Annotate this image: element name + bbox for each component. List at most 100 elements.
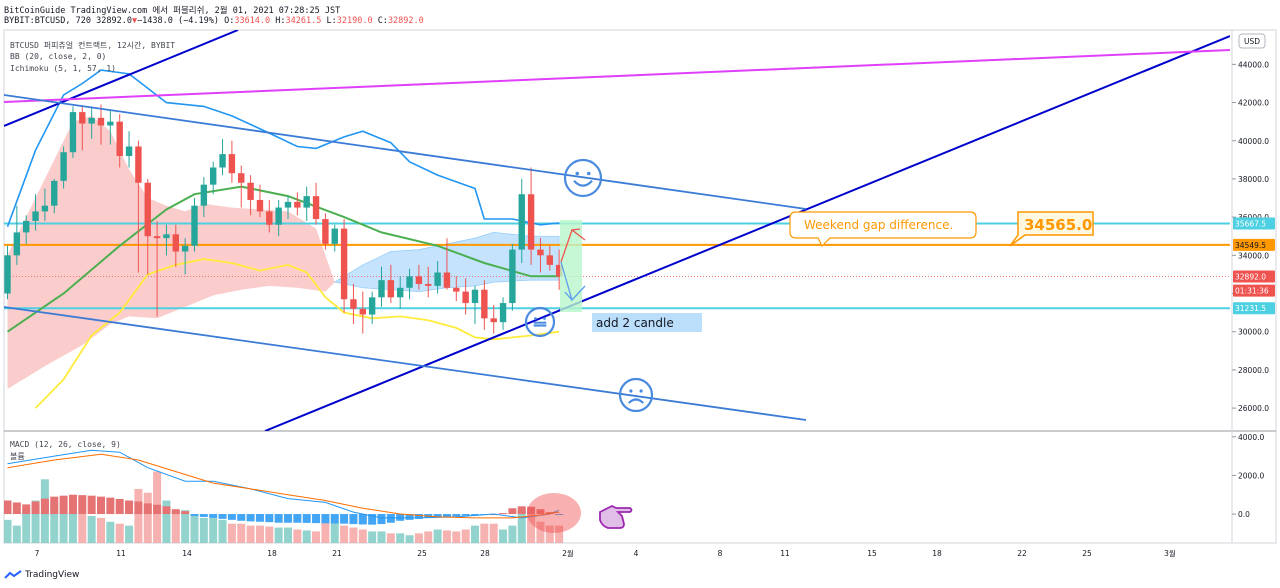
candle [471, 285, 479, 325]
tradingview-logo[interactable]: TradingView [4, 570, 79, 580]
ohlc-open-key: O: [224, 16, 235, 26]
macd-histogram-bar [433, 514, 442, 518]
volume-bar [508, 525, 517, 543]
macd-histogram-bar [517, 506, 526, 515]
candle [340, 219, 348, 313]
price-tick-label: 40000.0 [1238, 137, 1269, 146]
macd-histogram-bar [237, 514, 246, 521]
ohlc-low: 32190.0 [336, 16, 373, 26]
candle-body [312, 196, 320, 220]
ohlc-close-key: C: [377, 16, 388, 26]
candle [294, 192, 301, 216]
volume-bar [255, 525, 264, 543]
smiley-happy-icon-mouth [573, 179, 593, 187]
tradingview-brand: TradingView [25, 570, 80, 580]
candle-body [471, 289, 479, 304]
candle-body [191, 205, 198, 246]
candle [219, 138, 226, 176]
candle-body [434, 272, 441, 286]
macd-histogram-bar [265, 514, 274, 523]
candle-body [462, 291, 469, 304]
price-tick-label: 42000.0 [1238, 99, 1269, 108]
time-tick-label: 15 [867, 549, 877, 558]
macd-histogram-bar [218, 514, 227, 519]
macd-histogram-bar [68, 494, 77, 515]
pointing-hand-shape [599, 504, 633, 529]
candle-body [153, 236, 161, 239]
candle-body [210, 167, 217, 185]
candle-body [144, 182, 151, 237]
candle [153, 220, 161, 317]
candle [266, 199, 273, 233]
legend-ichimoku[interactable]: Ichimoku (5, 1, 57, 1) [10, 64, 116, 73]
volume-bar [265, 526, 274, 543]
candle [509, 243, 516, 311]
add-candle-box [592, 313, 702, 332]
candle [256, 184, 264, 218]
bb-upper-line [6, 69, 560, 227]
price-label-text: 34549.5 [1235, 241, 1266, 250]
candle [368, 291, 376, 325]
ohlc-high: 34261.5 [285, 16, 322, 26]
candle [415, 264, 423, 290]
macd-histogram-bar [22, 504, 31, 515]
macd-tick-label: 2000.0 [1238, 471, 1264, 480]
candle-body [509, 249, 516, 304]
volume-bar [106, 521, 115, 543]
legend-volume[interactable]: 볼륨 [10, 452, 25, 461]
volume-bar [330, 521, 339, 543]
volume-bar [424, 531, 433, 543]
candle [359, 291, 366, 334]
volume-bar [471, 525, 479, 543]
candle-body [41, 205, 49, 212]
price-tick-label: 30000.0 [1238, 328, 1269, 337]
smiley-sad-icon-eye [639, 389, 643, 393]
volume-bar [396, 533, 405, 543]
candle-body [116, 121, 123, 157]
candle [331, 224, 338, 252]
macd-histogram-bar [171, 509, 180, 515]
candle [60, 146, 67, 189]
volume-bar [209, 517, 218, 543]
add-candle-text: add 2 candle [596, 316, 674, 330]
volume-bar [517, 508, 526, 543]
macd-histogram-bar [12, 502, 21, 515]
volume-bar [68, 512, 77, 543]
macd-histogram-bar [40, 498, 49, 515]
ohlc-close: 32892.0 [387, 16, 424, 26]
upper-trend-line [4, 30, 239, 127]
candle-body [247, 182, 254, 200]
candle [443, 238, 451, 290]
smiley-happy-icon-outline [563, 158, 603, 198]
candle [247, 175, 254, 216]
candle-body [135, 146, 142, 183]
volume-bar [414, 533, 423, 543]
volume-bar [274, 527, 283, 543]
macd-histogram-bar [349, 514, 358, 525]
legend-bb[interactable]: BB (20, close, 2, 0) [10, 52, 107, 61]
macd-histogram-bar [153, 504, 162, 515]
legend-macd[interactable]: MACD (12, 26, close, 9) [10, 440, 121, 449]
ohlc-low-key: L: [326, 16, 337, 26]
volume-bar [237, 523, 246, 543]
legend-symbol[interactable]: BTCUSD 퍼피츄얼 컨트랙트, 12시간, BYBIT [10, 41, 176, 50]
candle [490, 304, 497, 334]
macd-histogram-bar [377, 514, 386, 525]
macd-histogram-bar [368, 514, 377, 525]
volume-bar [59, 508, 68, 543]
currency-button[interactable]: USD [1238, 33, 1266, 49]
volume-bar [368, 531, 377, 543]
volume-bar [340, 525, 349, 543]
macd-histogram-bar [312, 514, 321, 524]
volume-bar [293, 529, 302, 543]
candle [546, 245, 553, 271]
macd-histogram-bar [246, 514, 255, 522]
candle [200, 177, 208, 218]
candle-body [499, 303, 507, 323]
macd-histogram-bar [527, 506, 536, 515]
candle [32, 194, 39, 231]
macd-histogram-bar [508, 508, 517, 515]
candle [481, 280, 488, 330]
volume-bar [227, 523, 236, 543]
